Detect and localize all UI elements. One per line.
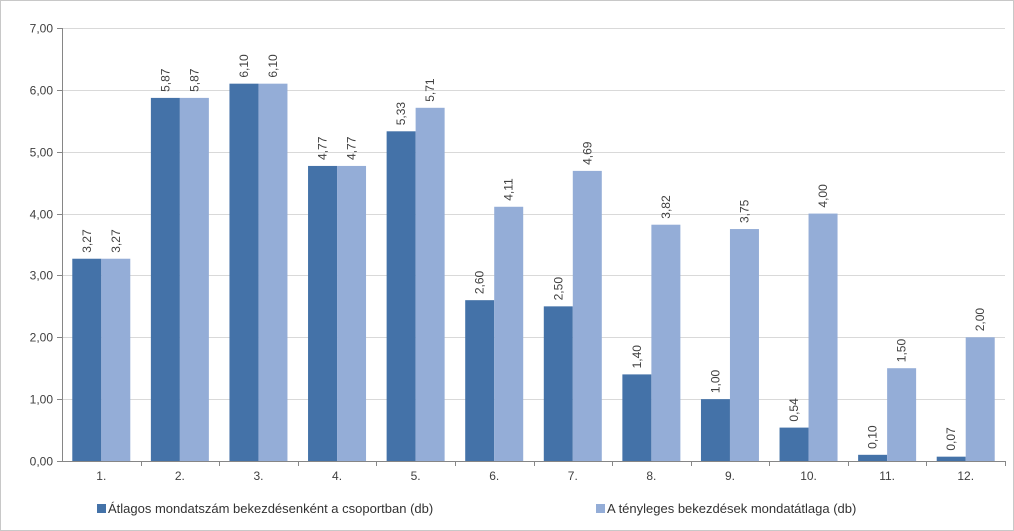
data-label: 5,71: [423, 78, 437, 102]
bar-series-2: [258, 83, 288, 462]
data-label: 5,87: [187, 68, 201, 92]
data-label: 1,40: [630, 345, 644, 369]
bar-series-2: [808, 213, 838, 461]
data-label: 6,10: [266, 54, 280, 78]
data-label: 1,50: [895, 339, 909, 363]
bar-series-1: [858, 454, 888, 461]
x-tick-label: 10.: [800, 469, 817, 483]
data-label: 2,00: [973, 308, 987, 332]
bar-series-2: [965, 337, 995, 461]
bar-series-2: [887, 368, 917, 461]
bar-series-1: [700, 399, 730, 461]
legend-label: Átlagos mondatszám bekezdésenként a csop…: [108, 501, 433, 516]
y-tick-label: 2,00: [30, 331, 54, 345]
data-label: 3,27: [109, 229, 123, 253]
bars: [72, 83, 995, 462]
x-tick-label: 4.: [332, 469, 342, 483]
data-label: 2,50: [551, 277, 565, 301]
bar-series-1: [622, 374, 652, 461]
bar-series-1: [543, 306, 573, 461]
x-tick-label: 9.: [725, 469, 735, 483]
data-label: 4,77: [345, 136, 359, 160]
bar-series-1: [386, 131, 416, 461]
x-tick-label: 2.: [175, 469, 185, 483]
data-label: 1,00: [708, 369, 722, 393]
y-tick-label: 6,00: [30, 84, 54, 98]
data-label: 0,10: [866, 425, 880, 449]
x-tick-label: 12.: [957, 469, 974, 483]
x-tick-label: 11.: [879, 469, 895, 483]
data-label: 4,00: [816, 184, 830, 208]
data-label: 4,69: [580, 141, 594, 165]
y-tick-label: 4,00: [30, 208, 54, 222]
data-label: 3,82: [659, 195, 673, 219]
x-tick-label: 6.: [489, 469, 499, 483]
data-label: 2,60: [473, 270, 487, 294]
bar-series-1: [779, 427, 809, 461]
legend: Átlagos mondatszám bekezdésenként a csop…: [97, 501, 856, 516]
bar-series-1: [936, 456, 966, 461]
axes: 0,00 1,00 2,00 3,00 4,00 5,00 6,00 7,00 1. 2. 3. 4.…: [30, 22, 1006, 483]
bar-series-2: [494, 206, 524, 461]
bar-series-2: [415, 107, 445, 461]
data-label: 4,77: [316, 136, 330, 160]
x-tick-label: 5.: [411, 469, 421, 483]
bar-series-2: [337, 165, 367, 462]
y-tick-label: 0,00: [30, 455, 54, 469]
legend-swatch: [596, 504, 605, 513]
bar-series-1: [72, 258, 102, 461]
data-label: 3,75: [737, 199, 751, 223]
data-labels: 3,27 3,27 5,87 5,87 6,10 6,10 4,77 4,77 5,33 5,71…: [80, 54, 987, 451]
y-tick-label: 5,00: [30, 146, 54, 160]
bar-series-2: [572, 170, 602, 461]
bar-series-2: [101, 258, 131, 461]
bar-series-1: [308, 165, 338, 462]
data-label: 0,54: [787, 398, 801, 422]
bar-series-2: [729, 229, 759, 461]
data-label: 5,33: [394, 102, 408, 126]
bar-series-2: [651, 224, 681, 461]
legend-label: A tényleges bekezdések mondatátlaga (db): [607, 501, 856, 516]
data-label: 6,10: [237, 54, 251, 78]
bar-series-1: [150, 97, 180, 462]
legend-swatch: [97, 504, 106, 513]
data-label: 5,87: [158, 68, 172, 92]
y-tick-label: 7,00: [30, 22, 54, 36]
bar-series-2: [179, 97, 209, 462]
y-tick-label: 1,00: [30, 393, 54, 407]
data-label: 0,07: [944, 427, 958, 451]
data-label: 4,11: [502, 178, 516, 201]
bar-series-1: [229, 83, 259, 462]
x-tick-label: 3.: [253, 469, 263, 483]
y-tick-label: 3,00: [30, 269, 54, 283]
x-tick-label: 7.: [568, 469, 578, 483]
x-tick-label: 8.: [646, 469, 656, 483]
bar-series-1: [465, 300, 495, 461]
x-tick-label: 1.: [96, 469, 106, 483]
data-label: 3,27: [80, 229, 94, 253]
